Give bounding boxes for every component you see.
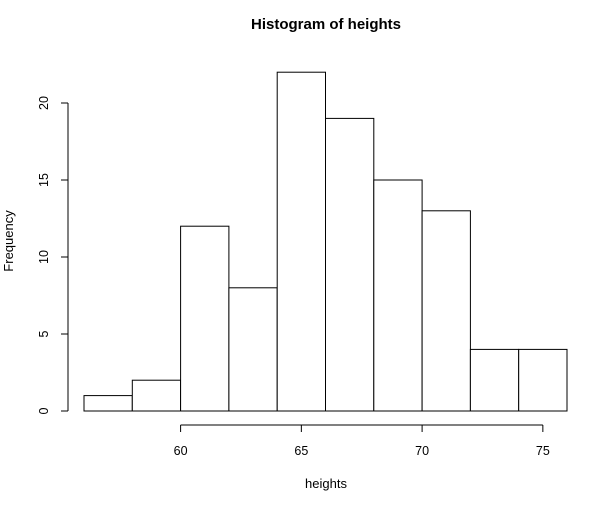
y-axis-label: Frequency (1, 210, 16, 272)
y-tick-label: 0 (37, 407, 51, 414)
histogram-bar (131, 379, 182, 412)
histogram-bar (373, 179, 423, 412)
histogram-bar (325, 117, 375, 412)
y-tick-label: 10 (37, 250, 51, 264)
histogram-bar (469, 348, 520, 412)
histogram-bar (421, 210, 471, 412)
chart-title: Histogram of heights (251, 16, 401, 33)
x-axis: 60 65 70 75 (174, 424, 550, 458)
bars-group (83, 71, 568, 412)
histogram-bar (276, 71, 327, 412)
histogram-bar (180, 225, 230, 412)
x-tick-label: 75 (536, 444, 550, 458)
histogram-bar (83, 395, 133, 412)
y-tick-label: 5 (37, 330, 51, 337)
x-tick-label: 65 (294, 444, 308, 458)
y-axis: 0 5 10 15 20 (37, 96, 69, 414)
y-tick-label: 20 (37, 96, 51, 110)
x-axis-label: heights (305, 476, 347, 491)
x-tick-label: 60 (174, 444, 188, 458)
y-tick-label: 15 (37, 173, 51, 187)
histogram-bar (228, 287, 278, 412)
x-tick-label: 70 (415, 444, 429, 458)
histogram-bar (518, 348, 568, 412)
